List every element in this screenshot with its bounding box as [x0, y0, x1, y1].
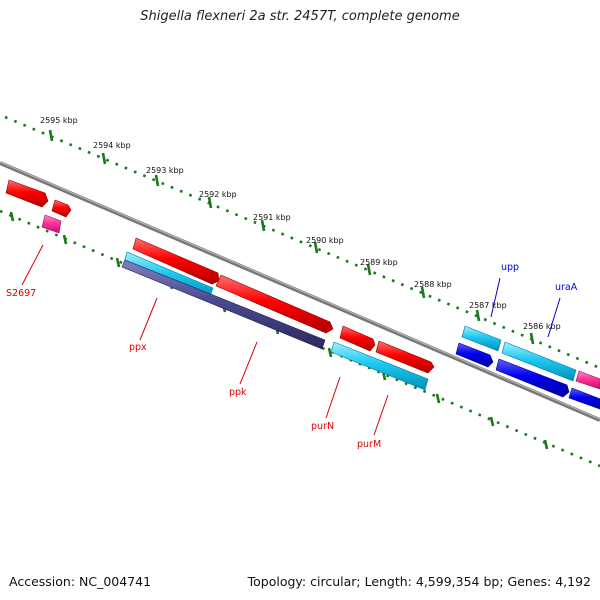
kbp-label: 2592 kbp	[199, 190, 237, 199]
accession-text: Accession: NC_004741	[9, 574, 152, 589]
gene-arrow[interactable]	[375, 340, 435, 374]
genome-title: Shigella flexneri 2a str. 2457T, complet…	[140, 9, 460, 24]
outer-major-ticks	[48, 129, 535, 345]
gene-arrow[interactable]	[215, 274, 334, 334]
kbp-label: 2594 kbp	[93, 141, 131, 150]
inner-major-ticks	[9, 211, 549, 450]
reverse-strand-genes	[41, 214, 600, 410]
gene-arrow[interactable]	[132, 237, 220, 285]
gene-label-s2697[interactable]: S2697	[6, 288, 36, 299]
gene-arrow[interactable]	[339, 325, 376, 352]
genome-backbone-highlight	[0, 161, 600, 420]
gene-arrow[interactable]	[461, 325, 502, 352]
kbp-label: 2587 kbp	[469, 301, 507, 310]
gene-label-ppk[interactable]: ppk	[229, 387, 247, 398]
gene-arrow[interactable]	[330, 341, 429, 391]
gene-label-upp[interactable]: upp	[501, 262, 519, 273]
gene-arrow[interactable]	[501, 341, 577, 382]
gene-arrow[interactable]	[51, 199, 72, 218]
kbp-label: 2586 kbp	[523, 322, 561, 331]
gene-arrow[interactable]	[455, 342, 494, 368]
gene-arrow[interactable]	[41, 214, 62, 234]
gene-label-ppx[interactable]: ppx	[129, 342, 147, 353]
gene-arrow[interactable]	[5, 179, 49, 208]
gene-arrow[interactable]	[568, 387, 600, 410]
forward-strand-genes	[5, 179, 435, 374]
genome-backbone	[0, 161, 600, 422]
gene-label-purm[interactable]: purM	[357, 439, 381, 450]
gene-arrow[interactable]	[495, 358, 570, 398]
kbp-label: 2588 kbp	[414, 280, 452, 289]
genome-summary-text: Topology: circular; Length: 4,599,354 bp…	[247, 574, 591, 589]
gene-arrow[interactable]	[575, 370, 600, 390]
kbp-label: 2593 kbp	[146, 166, 184, 175]
outer-scale-ring	[4, 115, 600, 370]
kbp-label: 2589 kbp	[360, 258, 398, 267]
label-leaders	[21, 244, 561, 436]
gene-label-uraa[interactable]: uraA	[555, 282, 578, 293]
kbp-label: 2590 kbp	[306, 236, 344, 245]
gene-label-purn[interactable]: purN	[311, 421, 334, 432]
gene-arrow[interactable]	[121, 259, 326, 350]
kbp-label: 2595 kbp	[40, 116, 78, 125]
kbp-label: 2591 kbp	[253, 213, 291, 222]
